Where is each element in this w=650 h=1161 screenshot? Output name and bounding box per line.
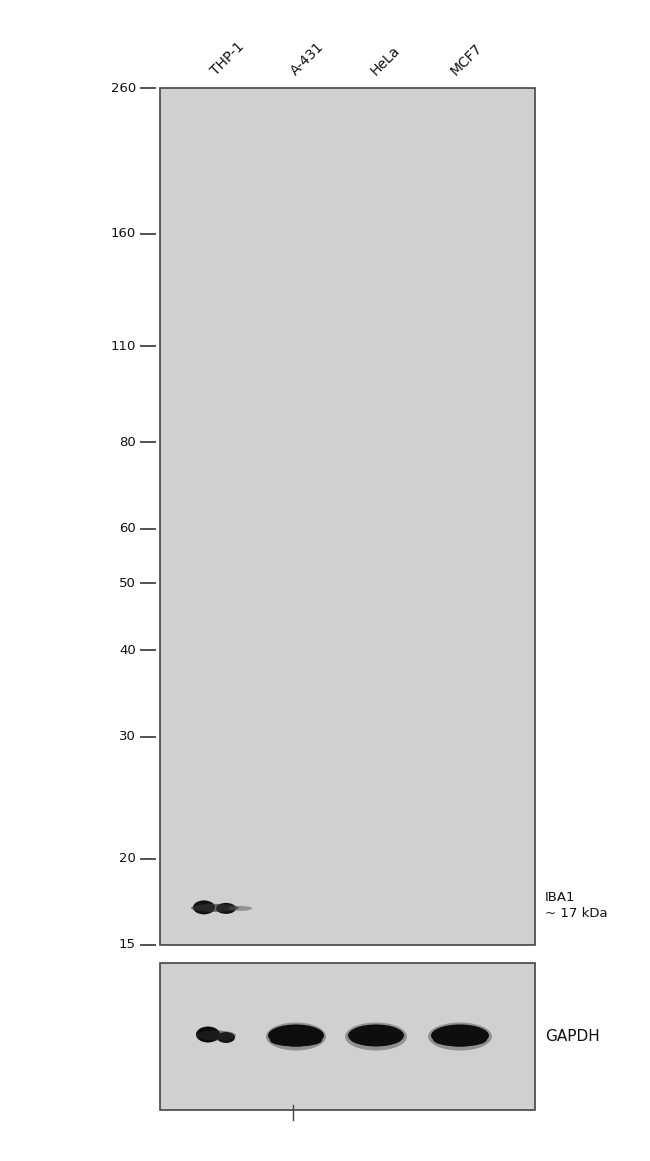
- Text: 260: 260: [111, 81, 136, 94]
- Ellipse shape: [196, 1026, 220, 1043]
- Text: GAPDH: GAPDH: [545, 1029, 600, 1044]
- Text: 20: 20: [119, 852, 136, 865]
- Ellipse shape: [351, 1033, 401, 1046]
- Ellipse shape: [196, 1031, 236, 1040]
- Bar: [160, 962, 535, 1110]
- Ellipse shape: [431, 1024, 489, 1046]
- Text: 80: 80: [119, 435, 136, 448]
- Text: 160: 160: [111, 228, 136, 240]
- Ellipse shape: [433, 1032, 487, 1046]
- Ellipse shape: [193, 901, 215, 915]
- Text: A-431: A-431: [288, 39, 327, 78]
- Ellipse shape: [266, 1023, 326, 1051]
- Ellipse shape: [345, 1023, 407, 1051]
- Ellipse shape: [348, 1024, 404, 1046]
- Text: IBA1: IBA1: [545, 890, 575, 904]
- Ellipse shape: [191, 904, 239, 911]
- Text: HeLa: HeLa: [368, 43, 403, 78]
- Text: 40: 40: [119, 644, 136, 657]
- Text: THP-1: THP-1: [208, 39, 247, 78]
- Ellipse shape: [428, 1023, 492, 1051]
- Text: 30: 30: [119, 730, 136, 743]
- Ellipse shape: [268, 1024, 324, 1046]
- Bar: [160, 88, 535, 945]
- Ellipse shape: [216, 903, 236, 914]
- Text: MCF7: MCF7: [448, 41, 485, 78]
- Ellipse shape: [270, 1034, 322, 1046]
- Text: 60: 60: [119, 522, 136, 535]
- Text: 15: 15: [119, 938, 136, 952]
- Text: ~ 17 kDa: ~ 17 kDa: [545, 907, 608, 920]
- Ellipse shape: [228, 906, 252, 911]
- Text: 110: 110: [111, 340, 136, 353]
- Text: 50: 50: [119, 577, 136, 590]
- Ellipse shape: [217, 1032, 235, 1043]
